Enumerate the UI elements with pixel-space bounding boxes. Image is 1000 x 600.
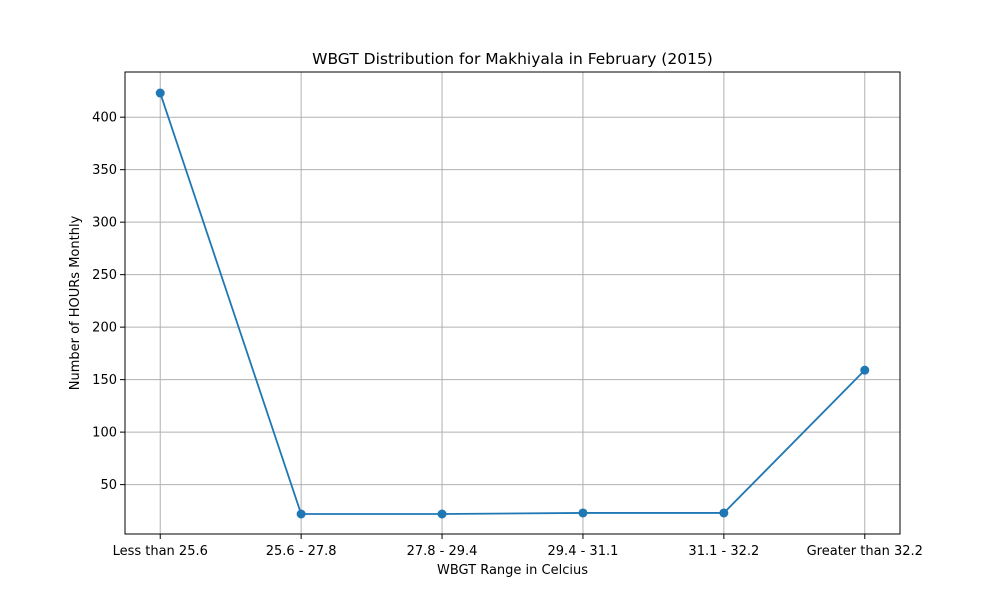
grid [125, 72, 900, 534]
series-line [159, 92, 866, 515]
y-tick-label: 300 [92, 216, 117, 231]
y-tick-label: 350 [92, 163, 117, 178]
y-tick-label: 100 [92, 426, 117, 441]
axis-ticks [120, 116, 866, 539]
y-tick-label: 200 [92, 321, 117, 336]
y-axis-label: Number of HOURs Monthly [68, 215, 83, 390]
x-tick-label: 31.1 - 32.2 [688, 544, 759, 559]
series-line-group [159, 92, 866, 515]
x-axis-label: WBGT Range in Celcius [437, 563, 588, 578]
y-tick-label: 150 [92, 373, 117, 388]
y-tick-label: 250 [92, 268, 117, 283]
data-point [860, 365, 870, 375]
tick-labels: Less than 25.6 25.6 - 27.8 27.8 - 29.4 29.4… [92, 111, 923, 559]
data-point [437, 509, 447, 519]
y-tick-label: 400 [92, 111, 117, 126]
series-markers [155, 88, 870, 519]
x-tick-label: 25.6 - 27.8 [266, 544, 337, 559]
data-point [719, 508, 729, 518]
y-tick-label: 50 [100, 478, 117, 493]
data-point [296, 509, 306, 519]
chart-title: WBGT Distribution for Makhiyala in Febru… [312, 50, 713, 68]
x-tick-label: 29.4 - 31.1 [548, 544, 619, 559]
x-tick-label: Less than 25.6 [113, 544, 208, 559]
plot-frame [124, 71, 901, 535]
x-tick-label: 27.8 - 29.4 [407, 544, 478, 559]
x-tick-label: Greater than 32.2 [807, 544, 923, 559]
data-point [155, 88, 165, 98]
data-point [578, 508, 588, 518]
